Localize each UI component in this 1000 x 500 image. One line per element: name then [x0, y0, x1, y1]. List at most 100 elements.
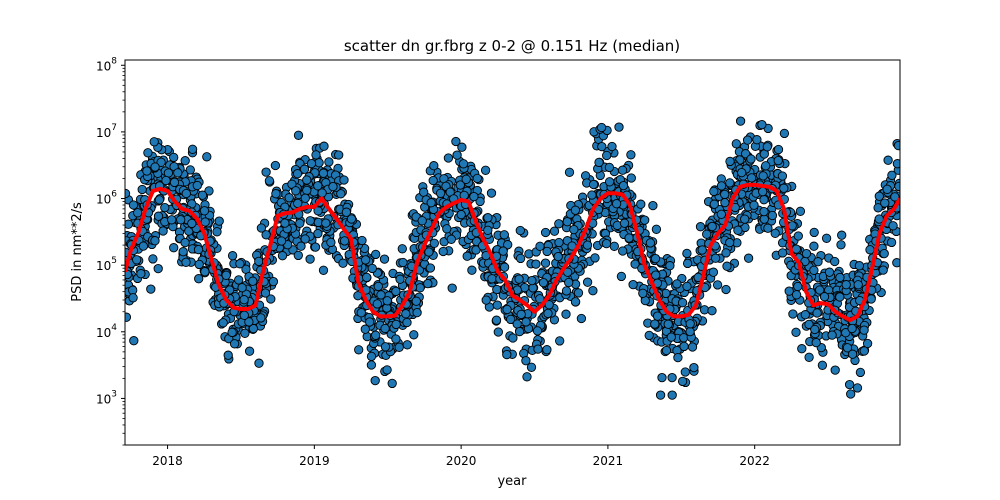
scatter-point — [561, 286, 572, 296]
scatter-point — [346, 214, 357, 224]
scatter-point — [626, 150, 636, 160]
scatter-point — [366, 351, 377, 362]
scatter-point — [588, 286, 598, 296]
scatter-point — [341, 207, 352, 217]
scatter-point — [555, 336, 565, 346]
scatter-point — [791, 327, 801, 337]
scatter-point — [779, 183, 789, 193]
scatter-point — [573, 288, 584, 298]
scatter-point — [835, 272, 845, 283]
scatter-point — [339, 175, 349, 185]
scatter-point — [429, 238, 439, 248]
scatter-point — [292, 169, 303, 179]
scatter-point — [254, 358, 264, 368]
scatter-point — [604, 162, 615, 173]
scatter-point — [313, 228, 323, 239]
scatter-point — [293, 250, 303, 261]
scatter-point — [362, 272, 372, 283]
scatter-point — [767, 210, 778, 221]
scatter-point — [371, 330, 381, 340]
scatter-point — [813, 257, 823, 267]
scatter-point — [481, 295, 491, 305]
scatter-point — [442, 224, 452, 234]
scatter-point — [472, 173, 482, 184]
scatter-point — [305, 254, 315, 264]
scatter-point — [648, 200, 658, 211]
scatter-point — [801, 248, 812, 259]
scatter-point — [570, 297, 581, 307]
scatter-point — [651, 270, 661, 280]
scatter-point — [169, 152, 179, 163]
scatter-point — [793, 281, 803, 292]
scatter-point — [227, 251, 238, 261]
scatter-point — [804, 352, 814, 362]
scatter-point — [695, 222, 706, 232]
scatter-point — [733, 225, 743, 235]
x-axis-label: year — [497, 474, 527, 489]
scatter-point — [176, 215, 186, 225]
scatter-point — [293, 198, 303, 209]
scatter-point — [300, 234, 310, 244]
scatter-point — [602, 150, 612, 161]
scatter-point — [830, 365, 840, 375]
scatter-point — [365, 317, 375, 327]
scatter-point — [371, 249, 381, 260]
scatter-point — [570, 205, 581, 215]
scatter-point — [415, 283, 425, 293]
scatter-point — [650, 253, 661, 264]
scatter-point — [761, 161, 771, 171]
scatter-point — [199, 206, 210, 216]
x-tick-label: 2021 — [593, 454, 624, 468]
scatter-point — [773, 144, 784, 155]
scatter-point — [412, 307, 422, 318]
scatter-point — [770, 228, 780, 238]
scatter-point — [499, 230, 509, 240]
scatter-point — [709, 199, 719, 209]
scatter-point — [334, 150, 344, 160]
scatter-point — [809, 265, 819, 275]
scatter-point — [376, 290, 386, 300]
scatter-point — [859, 325, 869, 335]
scatter-point — [626, 173, 636, 183]
scatter-point — [841, 280, 851, 290]
scatter-point — [370, 375, 380, 386]
scatter-point — [650, 319, 660, 329]
scatter-point — [180, 156, 190, 166]
scatter-point — [878, 265, 888, 275]
scatter-point — [702, 229, 712, 239]
scatter-point — [773, 155, 783, 166]
scatter-point — [886, 237, 897, 248]
scatter-point — [562, 217, 572, 227]
scatter-point — [812, 308, 822, 318]
scatter-point — [515, 225, 525, 236]
scatter-point — [725, 156, 735, 167]
scatter-point — [260, 288, 271, 298]
scatter-point — [153, 211, 164, 221]
scatter-point — [499, 262, 510, 272]
scatter-point — [324, 157, 334, 167]
scatter-point — [512, 319, 522, 329]
scatter-point — [452, 150, 462, 160]
scatter-point — [618, 246, 628, 256]
scatter-point — [815, 285, 825, 295]
scatter-point — [533, 344, 543, 354]
scatter-point — [616, 271, 627, 282]
scatter-point — [811, 337, 821, 348]
scatter-point — [866, 294, 876, 304]
scatter-point — [645, 238, 656, 248]
scatter-point — [819, 292, 830, 302]
scatter-point — [553, 251, 563, 262]
scatter-point — [366, 360, 377, 370]
scatter-point — [842, 343, 853, 353]
scatter-point — [318, 265, 329, 275]
scatter-point — [638, 288, 648, 298]
scatter-point — [883, 155, 893, 165]
scatter-point — [531, 259, 541, 269]
scatter-point — [150, 236, 160, 246]
scatter-point — [564, 277, 574, 288]
scatter-point — [672, 279, 682, 289]
scatter-point — [328, 181, 338, 192]
scatter-point — [313, 181, 323, 191]
scatter-point — [133, 208, 143, 218]
